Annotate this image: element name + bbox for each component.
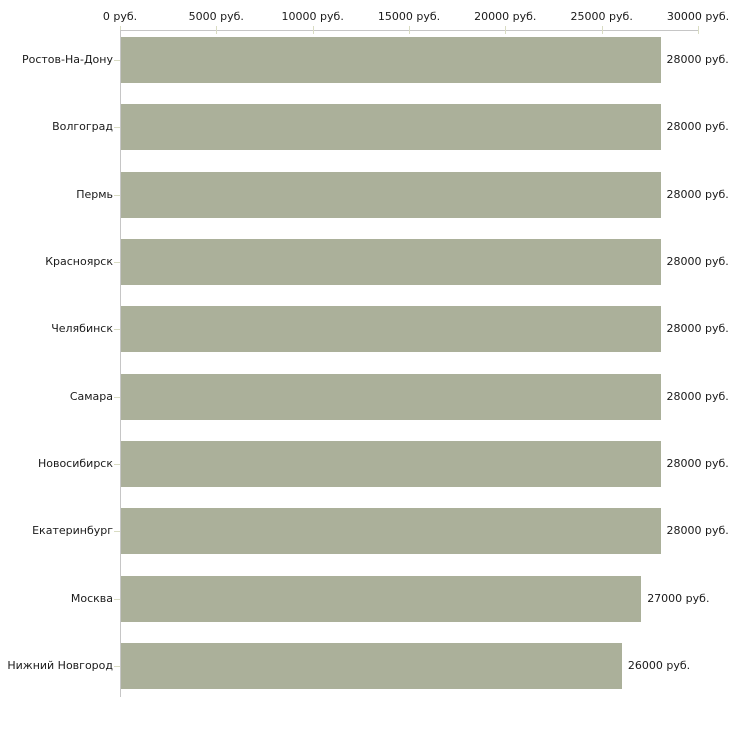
bar	[121, 441, 661, 487]
bar	[121, 575, 642, 622]
category-label: Нижний Новгород	[7, 659, 113, 672]
y-axis-tick	[114, 329, 120, 331]
y-axis-tick	[114, 531, 120, 533]
x-axis-tick-label: 20000 руб.	[474, 10, 537, 23]
y-axis-line	[120, 30, 121, 697]
category-label: Самара	[69, 389, 113, 403]
value-label: 28000 руб.	[666, 524, 729, 538]
y-axis-tick	[114, 396, 120, 398]
x-axis-tick	[216, 26, 218, 34]
bar	[121, 37, 661, 83]
value-label: 26000 руб.	[627, 659, 691, 672]
x-axis-tick-label: 30000 руб.	[666, 10, 730, 23]
category-label: Волгоград	[52, 120, 113, 134]
x-axis-tick	[505, 26, 507, 34]
bar	[121, 104, 661, 151]
category-label: Пермь	[76, 187, 113, 201]
x-axis-tick-label: 5000 руб.	[188, 10, 244, 23]
bar	[121, 373, 661, 420]
category-label: Екатеринбург	[32, 524, 113, 538]
value-label: 28000 руб.	[666, 389, 729, 403]
y-axis-tick	[114, 464, 120, 465]
y-axis-tick	[114, 127, 120, 129]
bar	[121, 508, 661, 555]
y-axis-tick	[114, 194, 120, 196]
value-label: 28000 руб.	[666, 322, 729, 336]
value-label: 28000 руб.	[666, 53, 729, 66]
bar	[121, 306, 661, 353]
x-axis-tick	[312, 26, 314, 34]
x-axis-tick	[601, 26, 603, 34]
y-axis-tick	[114, 598, 120, 600]
value-label: 28000 руб.	[666, 457, 729, 470]
x-axis-tick	[698, 26, 699, 34]
y-axis-tick	[114, 60, 120, 61]
x-axis-tick-label: 25000 руб.	[570, 10, 633, 23]
category-label: Новосибирск	[37, 457, 113, 470]
bar	[121, 239, 661, 285]
x-axis-tick-label: 10000 руб.	[281, 10, 344, 23]
y-axis-tick	[114, 666, 120, 667]
bar	[121, 171, 661, 218]
bar	[121, 643, 622, 689]
value-label: 28000 руб.	[666, 120, 729, 134]
value-label: 28000 руб.	[666, 255, 729, 268]
x-axis-tick-label: 15000 руб.	[377, 10, 441, 23]
category-label: Ростов-На-Дону	[21, 53, 113, 66]
category-label: Красноярск	[45, 255, 113, 268]
category-label: Челябинск	[51, 322, 113, 336]
value-label: 27000 руб.	[647, 591, 710, 605]
x-axis-tick	[409, 26, 410, 34]
category-label: Москва	[70, 591, 113, 605]
y-axis-tick	[114, 262, 120, 263]
x-axis-tick-label: 0 руб.	[102, 10, 138, 23]
value-label: 28000 руб.	[666, 187, 729, 201]
